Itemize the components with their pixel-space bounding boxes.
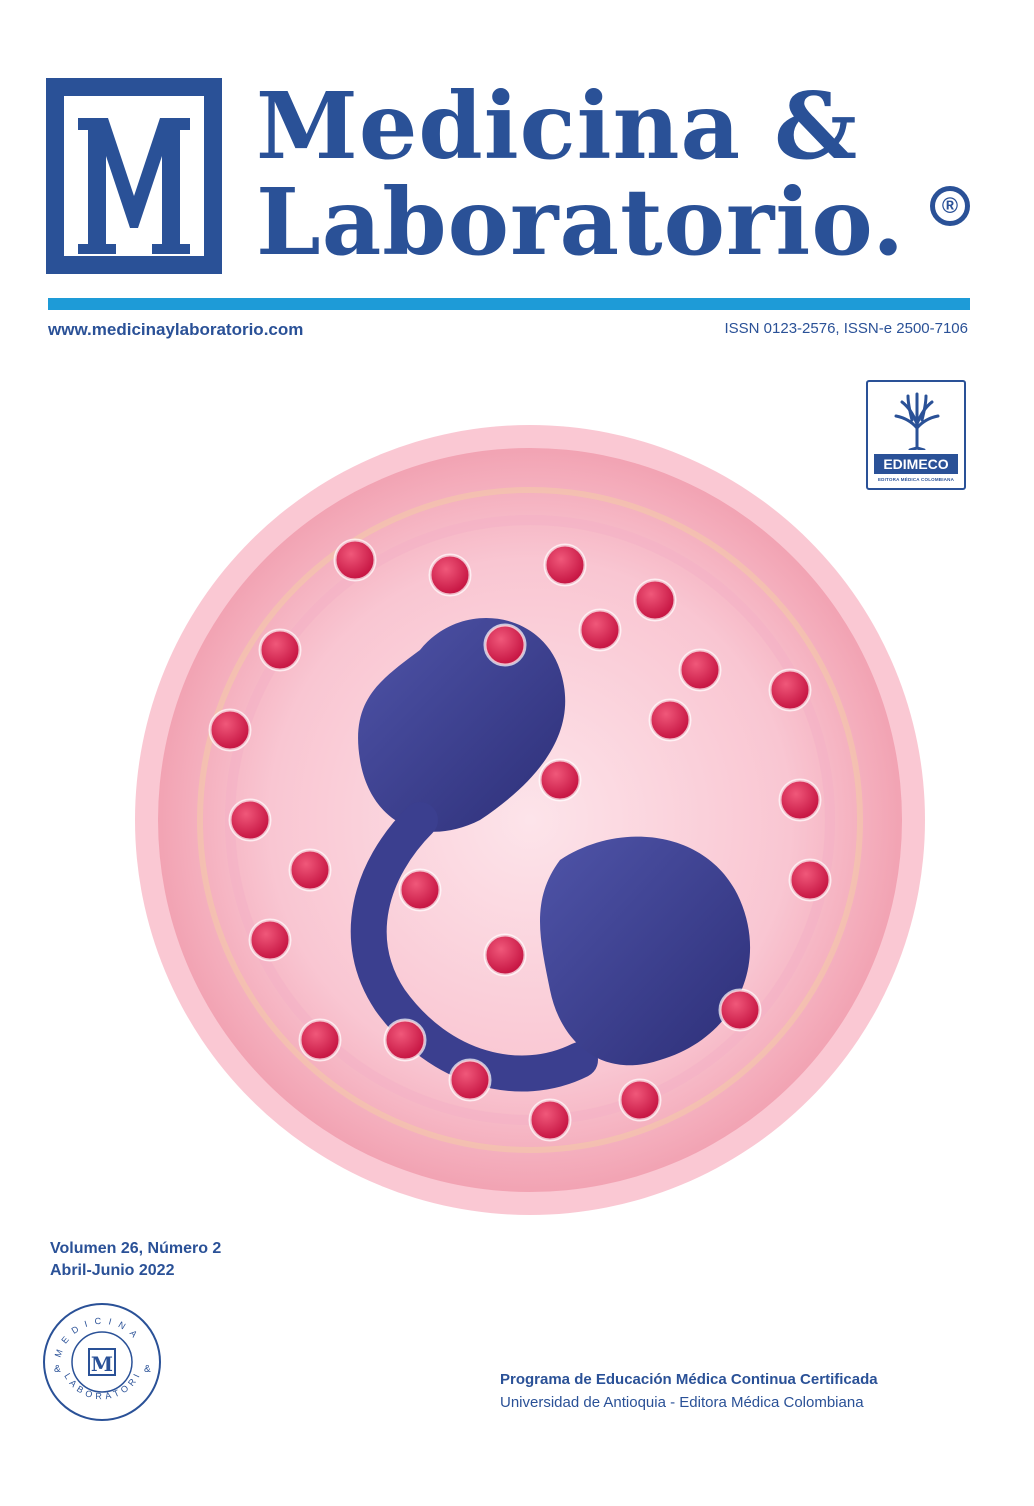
- journal-title-line2: Laboratorio.: [256, 168, 906, 276]
- issn-text: ISSN 0123-2576, ISSN-e 2500-7106: [724, 320, 969, 337]
- issue-date: Abril-Junio 2022: [50, 1262, 175, 1279]
- issue-volume: Volumen 26, Número 2: [50, 1240, 222, 1257]
- journal-title-line1: Medicina &: [256, 72, 859, 180]
- eosinophil-illustration: [135, 425, 925, 1215]
- publisher-text: Universidad de Antioquia - Editora Médic…: [500, 1394, 864, 1411]
- registered-mark: ®: [930, 186, 970, 226]
- edimeco-subtitle: EDITORA MÉDICA COLOMBIANA: [877, 477, 955, 482]
- edimeco-badge: EDIMECO EDITORA MÉDICA COLOMBIANA: [866, 380, 966, 490]
- m-logo-icon: [46, 78, 222, 274]
- seal-ampersand-right: &: [144, 1364, 151, 1375]
- edimeco-name: EDIMECO: [874, 454, 958, 474]
- program-text: Programa de Educación Médica Continua Ce…: [500, 1371, 878, 1388]
- seal-ampersand-left: &: [54, 1364, 61, 1375]
- website-link[interactable]: www.medicinaylaboratorio.com: [48, 320, 304, 339]
- seal-letter: M: [91, 1352, 113, 1376]
- tree-icon: [894, 392, 940, 450]
- journal-seal-icon: MEDICINA LABORATORIO & & M: [40, 1300, 161, 1421]
- header-rule: [48, 298, 970, 310]
- masthead: Medicina & Laboratorio. ®: [46, 78, 976, 278]
